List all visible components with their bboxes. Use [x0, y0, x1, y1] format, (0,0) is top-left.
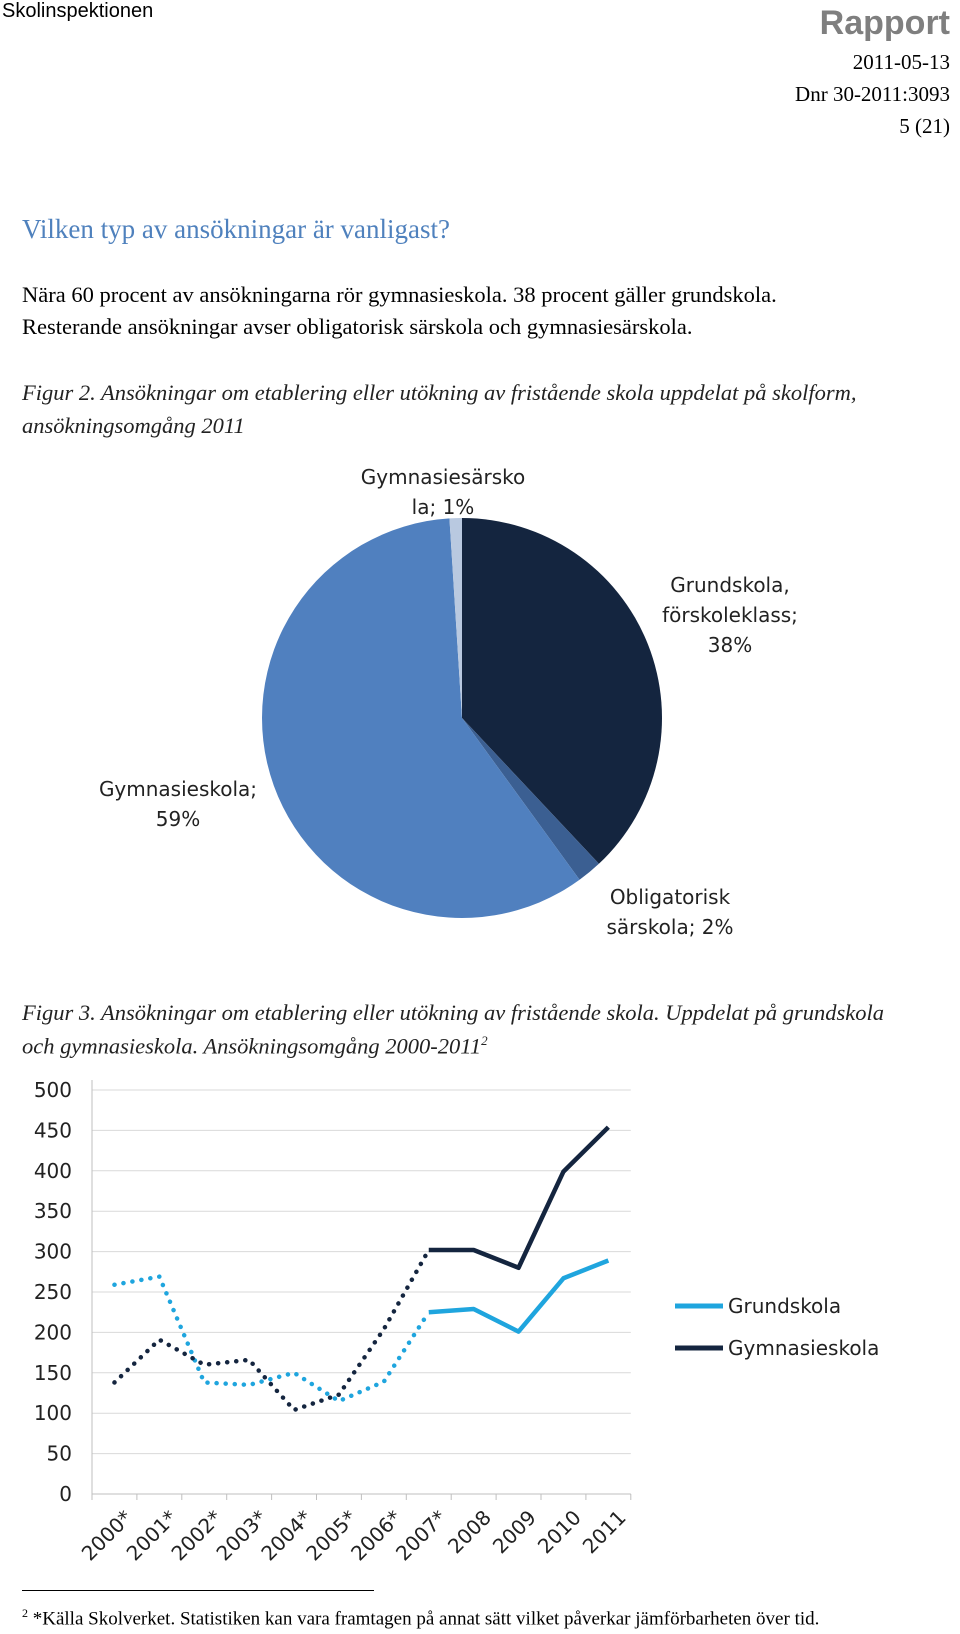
- footnote-marker: 2: [22, 1606, 28, 1620]
- pie-slice-label: förskoleklass;: [662, 603, 798, 627]
- y-tick-label: 450: [34, 1118, 72, 1142]
- page-number: 5 (21): [899, 114, 950, 138]
- x-tick-label: 2009: [488, 1505, 541, 1558]
- pie-slice-label: särskola; 2%: [606, 915, 733, 939]
- y-tick-label: 500: [34, 1078, 72, 1102]
- x-tick-label: 2000*: [77, 1505, 137, 1565]
- pie-slice: [262, 518, 580, 918]
- pie-slice: [462, 718, 599, 880]
- paragraph-line: Nära 60 procent av ansökningarna rör gym…: [22, 282, 777, 307]
- y-tick-label: 350: [34, 1199, 72, 1223]
- document-dnr: Dnr 30-2011:3093: [795, 82, 950, 106]
- x-tick-label: 2011: [578, 1505, 631, 1558]
- x-tick-label: 2004*: [256, 1505, 316, 1565]
- x-tick-label: 2006*: [346, 1505, 406, 1565]
- x-tick-label: 2008: [443, 1505, 496, 1558]
- x-tick-label: 2001*: [122, 1505, 182, 1565]
- pie-slice-label: la; 1%: [412, 495, 475, 519]
- x-tick-label: 2002*: [166, 1505, 226, 1565]
- footnote-divider: [22, 1590, 374, 1591]
- legend-label: Gymnasieskola: [728, 1336, 879, 1360]
- footnote-text: *Källa Skolverket. Statistiken kan vara …: [28, 1608, 820, 1630]
- figure3-caption-line: Figur 3. Ansökningar om etablering eller…: [22, 1000, 884, 1025]
- pie-slice-label: Gymnasiesärsko: [361, 465, 525, 489]
- figure2-caption-line: ansökningsomgång 2011: [22, 413, 245, 438]
- document-type: Rapport: [819, 4, 950, 42]
- figure2-caption-line: Figur 2. Ansökningar om etablering eller…: [22, 380, 857, 405]
- y-tick-label: 100: [34, 1401, 72, 1425]
- organization-name: Skolinspektionen: [2, 0, 154, 22]
- pie-slice-label: Obligatorisk: [610, 885, 731, 909]
- pie-chart: Grundskola, förskoleklass; 38% Obligatorisk…: [99, 465, 798, 939]
- pie-slice: [462, 518, 662, 864]
- pie-slice-label: Grundskola,: [670, 573, 789, 597]
- series-line: [428, 1258, 610, 1334]
- series-line: [428, 1125, 610, 1271]
- series-line-dotted: [112, 1247, 431, 1413]
- x-tick-label: 2010: [533, 1505, 586, 1558]
- footnote-reference: 2: [481, 1033, 488, 1048]
- y-tick-label: 250: [34, 1280, 72, 1304]
- y-tick-label: 400: [34, 1159, 72, 1183]
- y-tick-label: 200: [34, 1320, 72, 1344]
- y-tick-label: 0: [59, 1482, 72, 1506]
- series-line-dotted: [112, 1274, 431, 1404]
- legend-label: Grundskola: [728, 1294, 841, 1318]
- y-tick-label: 50: [47, 1442, 72, 1466]
- line-chart: 0 50 100 150 200 250 300 350 400 450 500 2000*2001*…: [34, 1078, 880, 1565]
- section-heading: Vilken typ av ansökningar är vanligast?: [22, 214, 451, 244]
- x-tick-label: 2007*: [391, 1505, 451, 1565]
- pie-slice-label: 59%: [156, 807, 200, 831]
- paragraph-line: Resterande ansökningar avser obligatoris…: [22, 314, 693, 339]
- x-tick-label: 2003*: [211, 1505, 271, 1565]
- document-date: 2011-05-13: [852, 50, 950, 74]
- footnote: 2 *Källa Skolverket. Statistiken kan var…: [22, 1606, 819, 1630]
- y-tick-label: 300: [34, 1240, 72, 1264]
- y-tick-label: 150: [34, 1361, 72, 1385]
- figure3-caption-text: och gymnasieskola. Ansökningsomgång 2000…: [22, 1033, 482, 1059]
- figure3-caption-line: och gymnasieskola. Ansökningsomgång 2000…: [22, 1033, 488, 1060]
- pie-slice-label: 38%: [708, 633, 752, 657]
- x-tick-label: 2005*: [301, 1505, 361, 1565]
- pie-slice-label: Gymnasieskola;: [99, 777, 257, 801]
- pie-slice: [449, 518, 462, 718]
